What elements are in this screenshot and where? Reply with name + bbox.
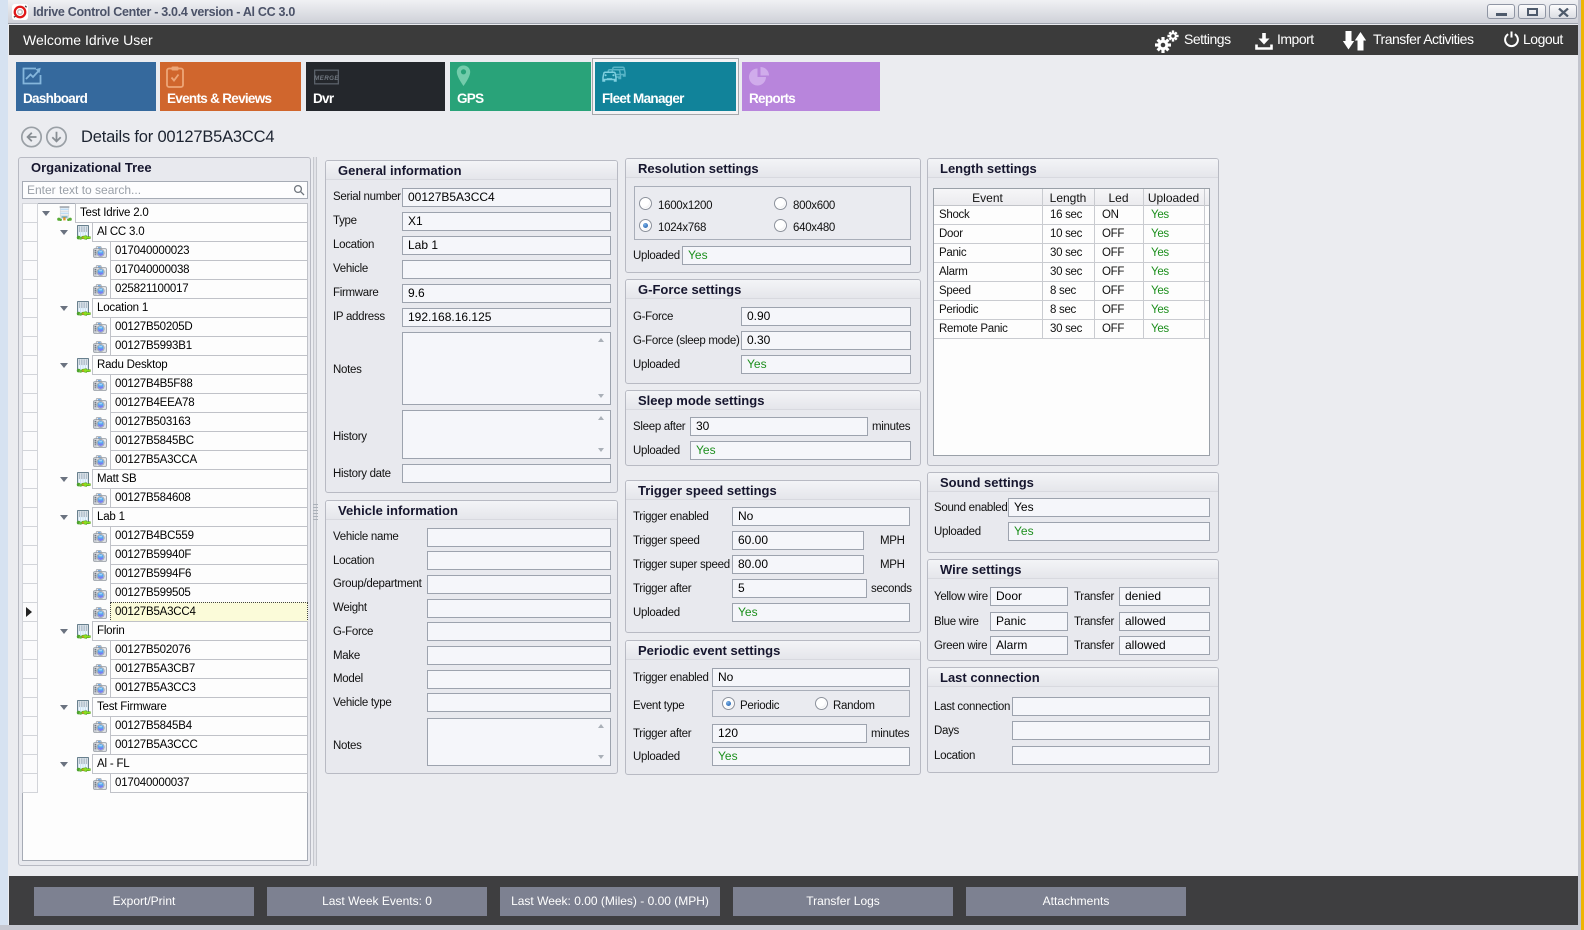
svg-text:MERGE: MERGE [314, 75, 339, 82]
